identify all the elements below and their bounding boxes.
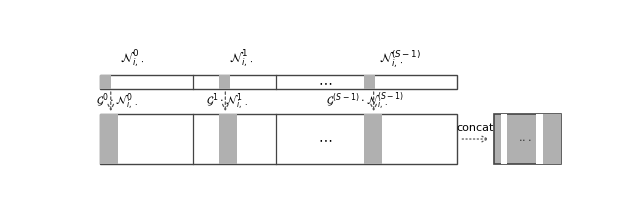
Bar bbox=[100, 114, 457, 164]
Bar bbox=[494, 114, 561, 164]
Bar bbox=[220, 75, 230, 89]
Text: $\mathcal{N}^{(S-1)}_{i,\cdot}$: $\mathcal{N}^{(S-1)}_{i,\cdot}$ bbox=[379, 48, 421, 70]
Bar bbox=[364, 114, 382, 164]
Text: $\mathcal{G}^{(S-1)} \cdot \mathcal{N}^{(S-1)}_{i,\cdot}$: $\mathcal{G}^{(S-1)} \cdot \mathcal{N}^{… bbox=[326, 91, 404, 113]
Text: $\cdots$: $\cdots$ bbox=[318, 75, 333, 89]
Text: $\mathcal{N}^0_{i,\cdot}$: $\mathcal{N}^0_{i,\cdot}$ bbox=[120, 48, 145, 70]
Bar bbox=[500, 114, 507, 164]
Bar bbox=[364, 75, 375, 89]
Text: $\mathcal{G}^0 \cdot \mathcal{N}^0_{i,\cdot}$: $\mathcal{G}^0 \cdot \mathcal{N}^0_{i,\c… bbox=[97, 91, 138, 112]
Text: $\cdot\!\cdot\!\cdot$: $\cdot\!\cdot\!\cdot$ bbox=[518, 134, 532, 144]
Text: $\mathcal{G}^1 \cdot \mathcal{N}^1_{i,\cdot}$: $\mathcal{G}^1 \cdot \mathcal{N}^1_{i,\c… bbox=[206, 91, 248, 112]
Bar bbox=[543, 114, 561, 164]
Text: concat: concat bbox=[456, 123, 494, 133]
Bar bbox=[100, 75, 111, 89]
Bar bbox=[220, 114, 237, 164]
Bar bbox=[100, 75, 457, 89]
Bar bbox=[100, 114, 118, 164]
Text: $\mathcal{N}^1_{i,\cdot}$: $\mathcal{N}^1_{i,\cdot}$ bbox=[229, 48, 253, 70]
Text: $\cdots$: $\cdots$ bbox=[318, 132, 333, 146]
Bar bbox=[536, 114, 543, 164]
